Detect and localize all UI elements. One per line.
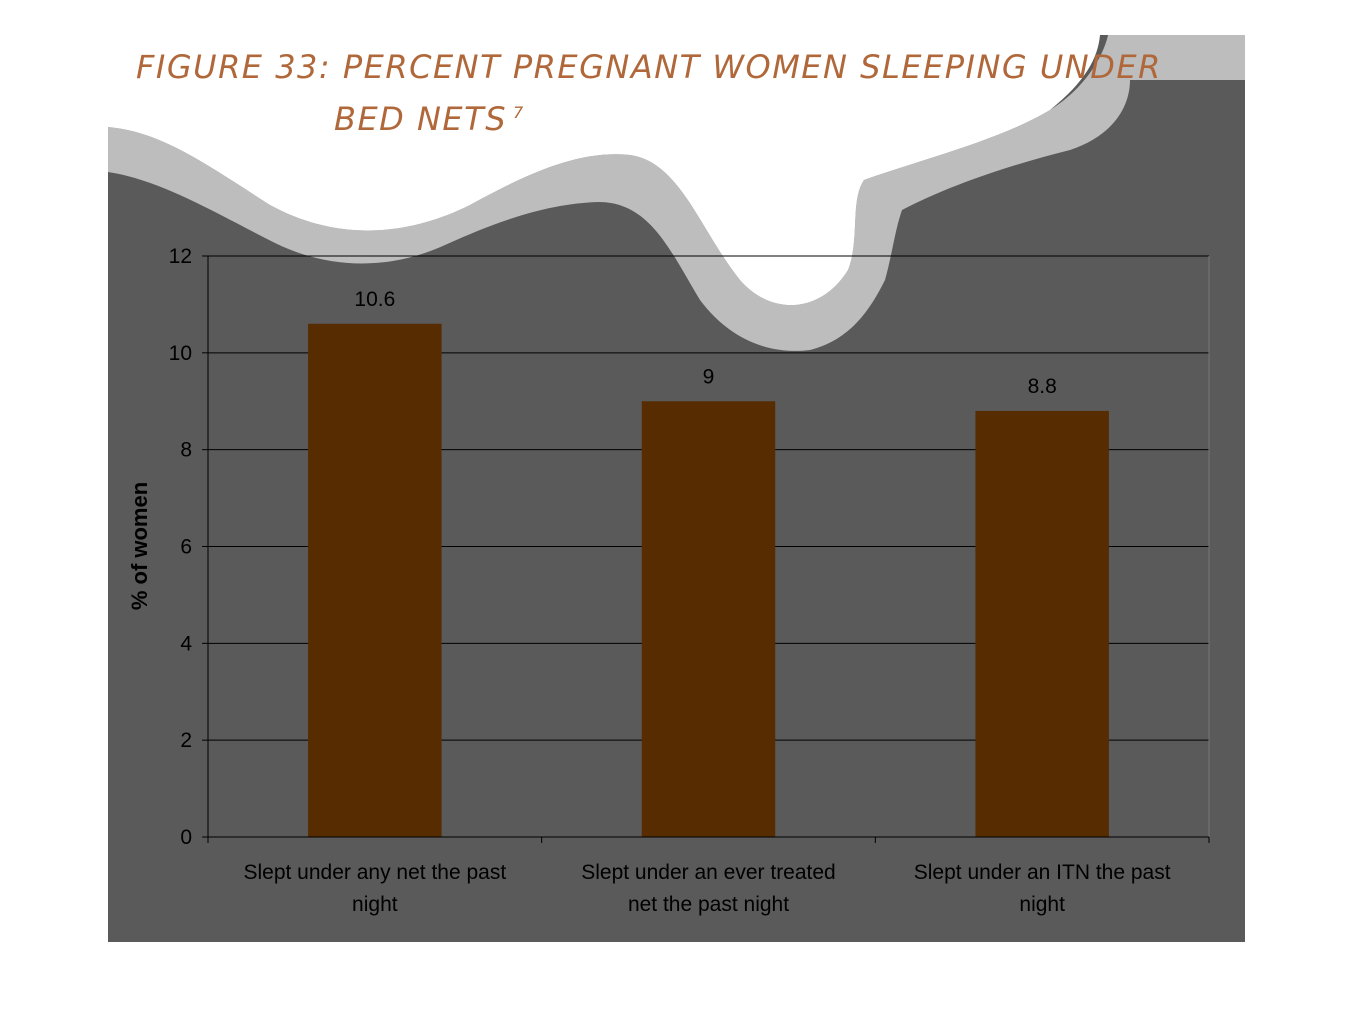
data-label: 9 <box>703 365 715 388</box>
y-tick-label: 0 <box>180 826 192 849</box>
data-label: 10.6 <box>354 288 395 311</box>
bar <box>641 401 776 837</box>
white-wave-area <box>108 35 1100 306</box>
slide-title-line-1: FIGURE 33: PERCENT PREGNANT WOMEN SLEEPI… <box>136 48 1162 86</box>
y-tick-label: 8 <box>180 439 192 462</box>
slide-title-text: BED NETS <box>334 100 507 138</box>
x-tick-label: Slept under any net the past <box>243 861 506 884</box>
bars <box>308 323 1109 837</box>
x-tick-label: Slept under an ever treated <box>581 861 836 884</box>
labels: 0 2 4 6 8 10 12 10.6 Slept under any net the pas… <box>127 245 1171 916</box>
y-tick-label: 12 <box>169 245 192 268</box>
x-tick-label: Slept under an ITN the past <box>914 861 1171 884</box>
footnote-marker: 7 <box>513 103 525 123</box>
slide-title-line-2: BED NETS 7 <box>334 100 525 138</box>
data-label: 8.8 <box>1028 375 1057 398</box>
y-axis-title: % of women <box>127 482 152 610</box>
x-tick-label: night <box>352 893 398 916</box>
x-tick-label: night <box>1019 893 1065 916</box>
y-tick-label: 4 <box>180 632 192 655</box>
y-tick-label: 10 <box>169 342 192 365</box>
x-tick-label: net the past night <box>628 893 789 916</box>
bar <box>975 410 1109 837</box>
y-tick-label: 6 <box>180 536 192 559</box>
axes <box>202 255 1210 843</box>
bar <box>308 323 442 837</box>
y-tick-label: 2 <box>180 729 192 752</box>
